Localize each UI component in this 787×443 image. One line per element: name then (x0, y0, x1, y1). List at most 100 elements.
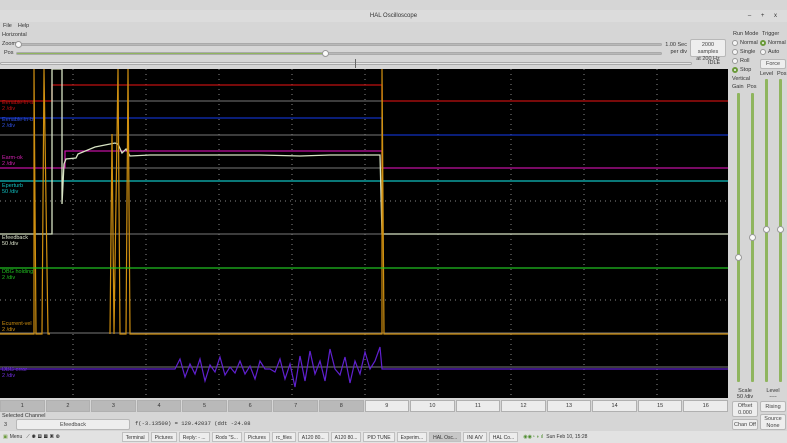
task-a120-2[interactable]: A120 80... (330, 432, 362, 442)
task-a120-1[interactable]: A120 80... (297, 432, 329, 442)
record-scrollbar[interactable] (0, 59, 692, 68)
trigger-pos-slider[interactable] (777, 79, 784, 382)
channel-label-2: Eenable-in-b 2 /div (2, 117, 34, 129)
gain-slider[interactable] (735, 93, 742, 382)
channel-tab-10[interactable]: 10 (410, 400, 455, 412)
tray-icons[interactable]: ◉◉◔ ◗ ıl (523, 434, 544, 440)
task-rc-files[interactable]: rc_files (271, 432, 296, 442)
menu-help[interactable]: Help (17, 23, 30, 29)
trigger-normal[interactable]: Normal (760, 39, 786, 48)
task-ini-av[interactable]: INI A/V (463, 432, 487, 442)
pos-label: Pos (4, 50, 14, 56)
channel-label-3: Earm-ok 2 /div (2, 155, 23, 167)
window-controls[interactable]: – + x (747, 13, 781, 19)
menu-bar: File Help (0, 22, 35, 31)
taskbar: ▣ Menu ⟋◉▤▦▣◍ Terminal Pictures Reply: -… (0, 431, 787, 443)
trigger-label: Trigger (762, 31, 780, 37)
trigger-source-button[interactable]: Source None (760, 414, 786, 430)
level-value: ---- (769, 394, 777, 400)
channel-tabs: 1 2 3 4 5 6 7 8 9 10 11 12 13 14 15 16 (0, 400, 728, 412)
task-pictures-2[interactable]: Pictures (243, 432, 270, 442)
force-button[interactable]: Force (760, 59, 786, 69)
menu-icon[interactable]: ▣ (3, 434, 8, 440)
task-hal-co[interactable]: HAL Co... (488, 432, 519, 442)
channel-tab-14[interactable]: 14 (592, 400, 637, 412)
channel-tab-13[interactable]: 13 (546, 400, 592, 412)
trace-dbg-error (0, 346, 728, 388)
task-experim[interactable]: Experim... (396, 432, 428, 442)
record-position-marker (355, 59, 356, 68)
channel-label-7: Ecurrent-vel 2 /div (2, 321, 32, 333)
channel-tab-4[interactable]: 4 (136, 400, 182, 412)
trace-eenable-in-b (0, 117, 728, 136)
samples-button[interactable]: 2000 samples at 200 Hz (690, 39, 726, 62)
trigger-edge-button[interactable]: Rising (760, 401, 786, 412)
zoom-label: Zoom (2, 41, 17, 47)
run-mode-label: Run Mode (733, 31, 759, 37)
channel-tab-16[interactable]: 16 (683, 400, 728, 412)
selected-channel-number: 3 (4, 422, 8, 428)
vertical-pos-slider[interactable] (749, 93, 756, 382)
pos-slider[interactable] (16, 50, 662, 57)
trigger-level-slider[interactable] (763, 79, 770, 382)
vpos-label: Pos (747, 84, 757, 90)
menu-file[interactable]: File (3, 23, 12, 29)
channel-tab-3[interactable]: 3 (91, 400, 136, 412)
launcher-icons[interactable]: ⟋◉▤▦▣◍ (26, 434, 62, 440)
per-div-unit: per div (670, 49, 687, 55)
channel-tab-6[interactable]: 6 (227, 400, 273, 412)
sample-rate: at 200 Hz (696, 56, 720, 62)
run-mode-normal[interactable]: Normal (732, 39, 758, 48)
selected-channel-button[interactable]: Efeedback (16, 419, 130, 430)
clock[interactable]: Sun Feb 10, 15:28 (546, 434, 588, 440)
channel-tab-7[interactable]: 7 (273, 400, 318, 412)
zoom-slider[interactable] (15, 41, 662, 48)
run-mode-single[interactable]: Single (732, 48, 758, 57)
trace-earm-ok (0, 150, 728, 169)
scale-value: 50 /div (736, 394, 754, 400)
task-pictures[interactable]: Pictures (150, 432, 177, 442)
run-mode-roll[interactable]: Roll (732, 57, 758, 66)
channel-tab-2[interactable]: 2 (45, 400, 91, 412)
trigger-level-label: Level (760, 71, 774, 77)
channel-tab-15[interactable]: 15 (637, 400, 683, 412)
level-label: Level (766, 388, 780, 394)
scope-display[interactable]: Eenable-in-a 2 /div Eenable-in-b 2 /div Ea… (0, 68, 728, 398)
title-bar: HAL Oscilloscope – + x (0, 10, 787, 22)
trace-efeedback (0, 68, 728, 235)
offset-button[interactable]: Offset 0.000 (732, 401, 758, 417)
zoom-knob[interactable] (15, 41, 22, 48)
task-reply[interactable]: Reply: - ... (178, 432, 210, 442)
channel-label-8: DBG error 2 /div (2, 367, 28, 379)
channel-tab-12[interactable]: 12 (501, 400, 546, 412)
run-mode-stop[interactable]: Stop (732, 66, 758, 75)
window-title: HAL Oscilloscope (369, 13, 418, 19)
scale-label: Scale (738, 388, 752, 394)
scope-traces (0, 68, 728, 398)
samples-count: 2000 samples (697, 42, 719, 55)
channel-label-5: Efeedback 50 /div (2, 235, 28, 247)
channel-label-6: DBG holding 2 /div (2, 269, 34, 281)
taskbar-menu[interactable]: Menu (9, 434, 23, 440)
pos-knob[interactable] (322, 50, 329, 57)
task-pid-tune[interactable]: PID TUNE (363, 432, 395, 442)
channel-tab-9[interactable]: 9 (364, 400, 410, 412)
readout-text: f(-3.13500) = 120.42037 (ddt -24.08 (135, 420, 251, 427)
trigger-mode-group: Normal Auto (760, 39, 786, 57)
horizontal-label: Horizontal (2, 32, 27, 38)
channel-tab-1[interactable]: 1 (0, 400, 45, 412)
per-div-value: 1.00 Sec (665, 42, 687, 48)
trace-ecurrent-vel (0, 68, 728, 335)
channel-tab-8[interactable]: 8 (318, 400, 364, 412)
trace-eenable-in-a (0, 84, 728, 102)
selected-channel-label: Selected Channel (2, 413, 46, 419)
channel-tab-11[interactable]: 11 (455, 400, 501, 412)
task-rods[interactable]: Rods "S... (211, 432, 242, 442)
task-hal-osc[interactable]: HAL Osc... (429, 432, 462, 442)
task-terminal[interactable]: Terminal (121, 432, 149, 442)
channel-label-4: Eperturb 50 /div (2, 183, 24, 195)
channel-tab-5[interactable]: 5 (182, 400, 227, 412)
trigger-auto[interactable]: Auto (760, 48, 786, 57)
channel-label-1: Eenable-in-a 2 /div (2, 100, 34, 112)
chan-off-button[interactable]: Chan Off (732, 419, 758, 430)
